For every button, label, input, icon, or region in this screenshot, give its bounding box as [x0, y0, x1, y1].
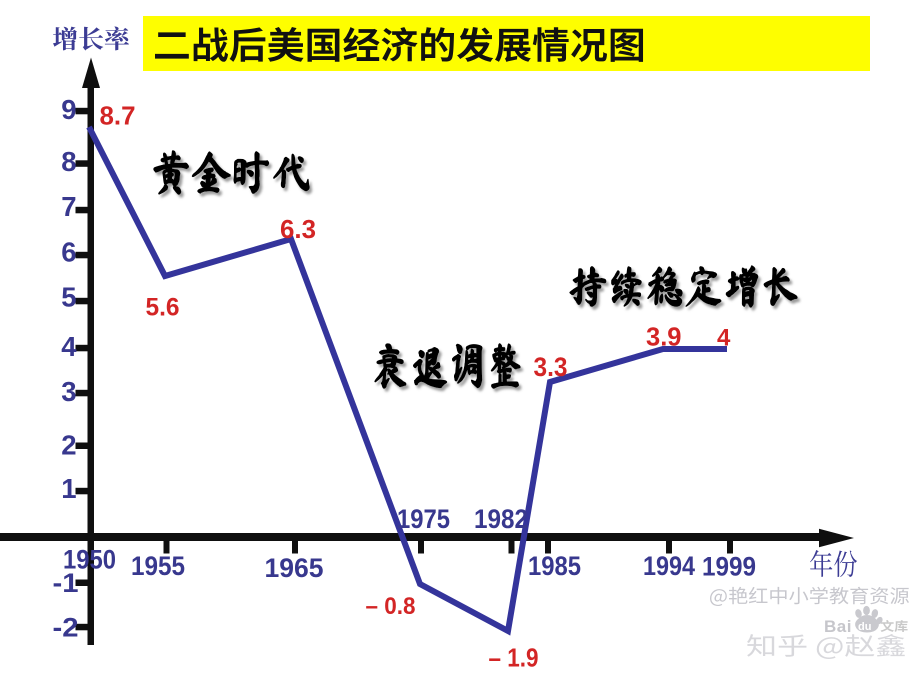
- svg-text:8: 8: [61, 146, 76, 177]
- svg-text:7: 7: [61, 191, 76, 222]
- svg-text:– 1.9: – 1.9: [489, 645, 539, 673]
- svg-text:3.3: 3.3: [534, 352, 568, 382]
- svg-text:– 0.8: – 0.8: [366, 593, 416, 620]
- svg-text:1975: 1975: [397, 504, 450, 534]
- svg-text:1994: 1994: [643, 551, 695, 581]
- svg-text:6.3: 6.3: [280, 214, 316, 244]
- svg-text:du: du: [858, 621, 871, 633]
- svg-text:1985: 1985: [528, 551, 581, 581]
- svg-text:3: 3: [61, 376, 76, 407]
- svg-text:-2: -2: [53, 612, 79, 642]
- svg-text:-1: -1: [53, 568, 79, 598]
- svg-text:1965: 1965: [265, 553, 324, 583]
- svg-text:4: 4: [61, 331, 77, 362]
- svg-text:1950: 1950: [63, 545, 116, 575]
- svg-text:1955: 1955: [131, 551, 185, 581]
- svg-text:2: 2: [61, 430, 76, 461]
- svg-text:1: 1: [61, 473, 76, 504]
- svg-text:1999: 1999: [702, 552, 756, 582]
- svg-text:3.9: 3.9: [646, 324, 682, 352]
- svg-text:9: 9: [61, 94, 76, 125]
- svg-text:Bai: Bai: [824, 617, 852, 636]
- svg-text:4: 4: [717, 325, 731, 352]
- svg-text:8.7: 8.7: [100, 101, 136, 131]
- svg-text:5.6: 5.6: [146, 294, 180, 322]
- svg-text:1982: 1982: [474, 504, 528, 534]
- svg-text:6: 6: [61, 237, 76, 268]
- svg-text:5: 5: [61, 282, 76, 313]
